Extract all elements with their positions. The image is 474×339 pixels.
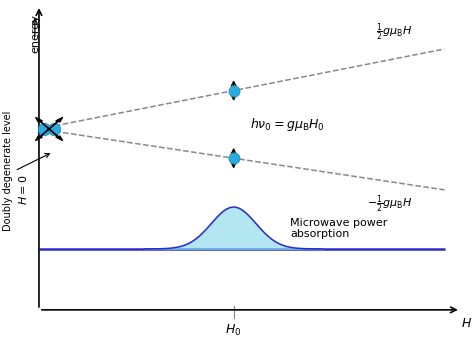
Text: Doubly degenerate level: Doubly degenerate level xyxy=(2,111,13,231)
Text: $H = 0$: $H = 0$ xyxy=(17,175,29,205)
FancyArrow shape xyxy=(36,117,49,129)
Text: $-\frac{1}{2}g\mu_\mathrm{B}H$: $-\frac{1}{2}g\mu_\mathrm{B}H$ xyxy=(366,194,412,215)
Text: energy: energy xyxy=(30,14,40,53)
Text: $h\nu_0 = g\mu_\mathrm{B}H_0$: $h\nu_0 = g\mu_\mathrm{B}H_0$ xyxy=(250,116,325,133)
Text: $H$: $H$ xyxy=(461,318,472,331)
FancyArrow shape xyxy=(49,117,63,129)
Text: $\frac{1}{2}g\mu_\mathrm{B}H$: $\frac{1}{2}g\mu_\mathrm{B}H$ xyxy=(376,22,412,43)
Text: $H_0$: $H_0$ xyxy=(226,323,242,338)
Text: Microwave power
absorption: Microwave power absorption xyxy=(291,218,388,239)
FancyArrow shape xyxy=(49,129,63,141)
FancyArrow shape xyxy=(36,129,49,141)
